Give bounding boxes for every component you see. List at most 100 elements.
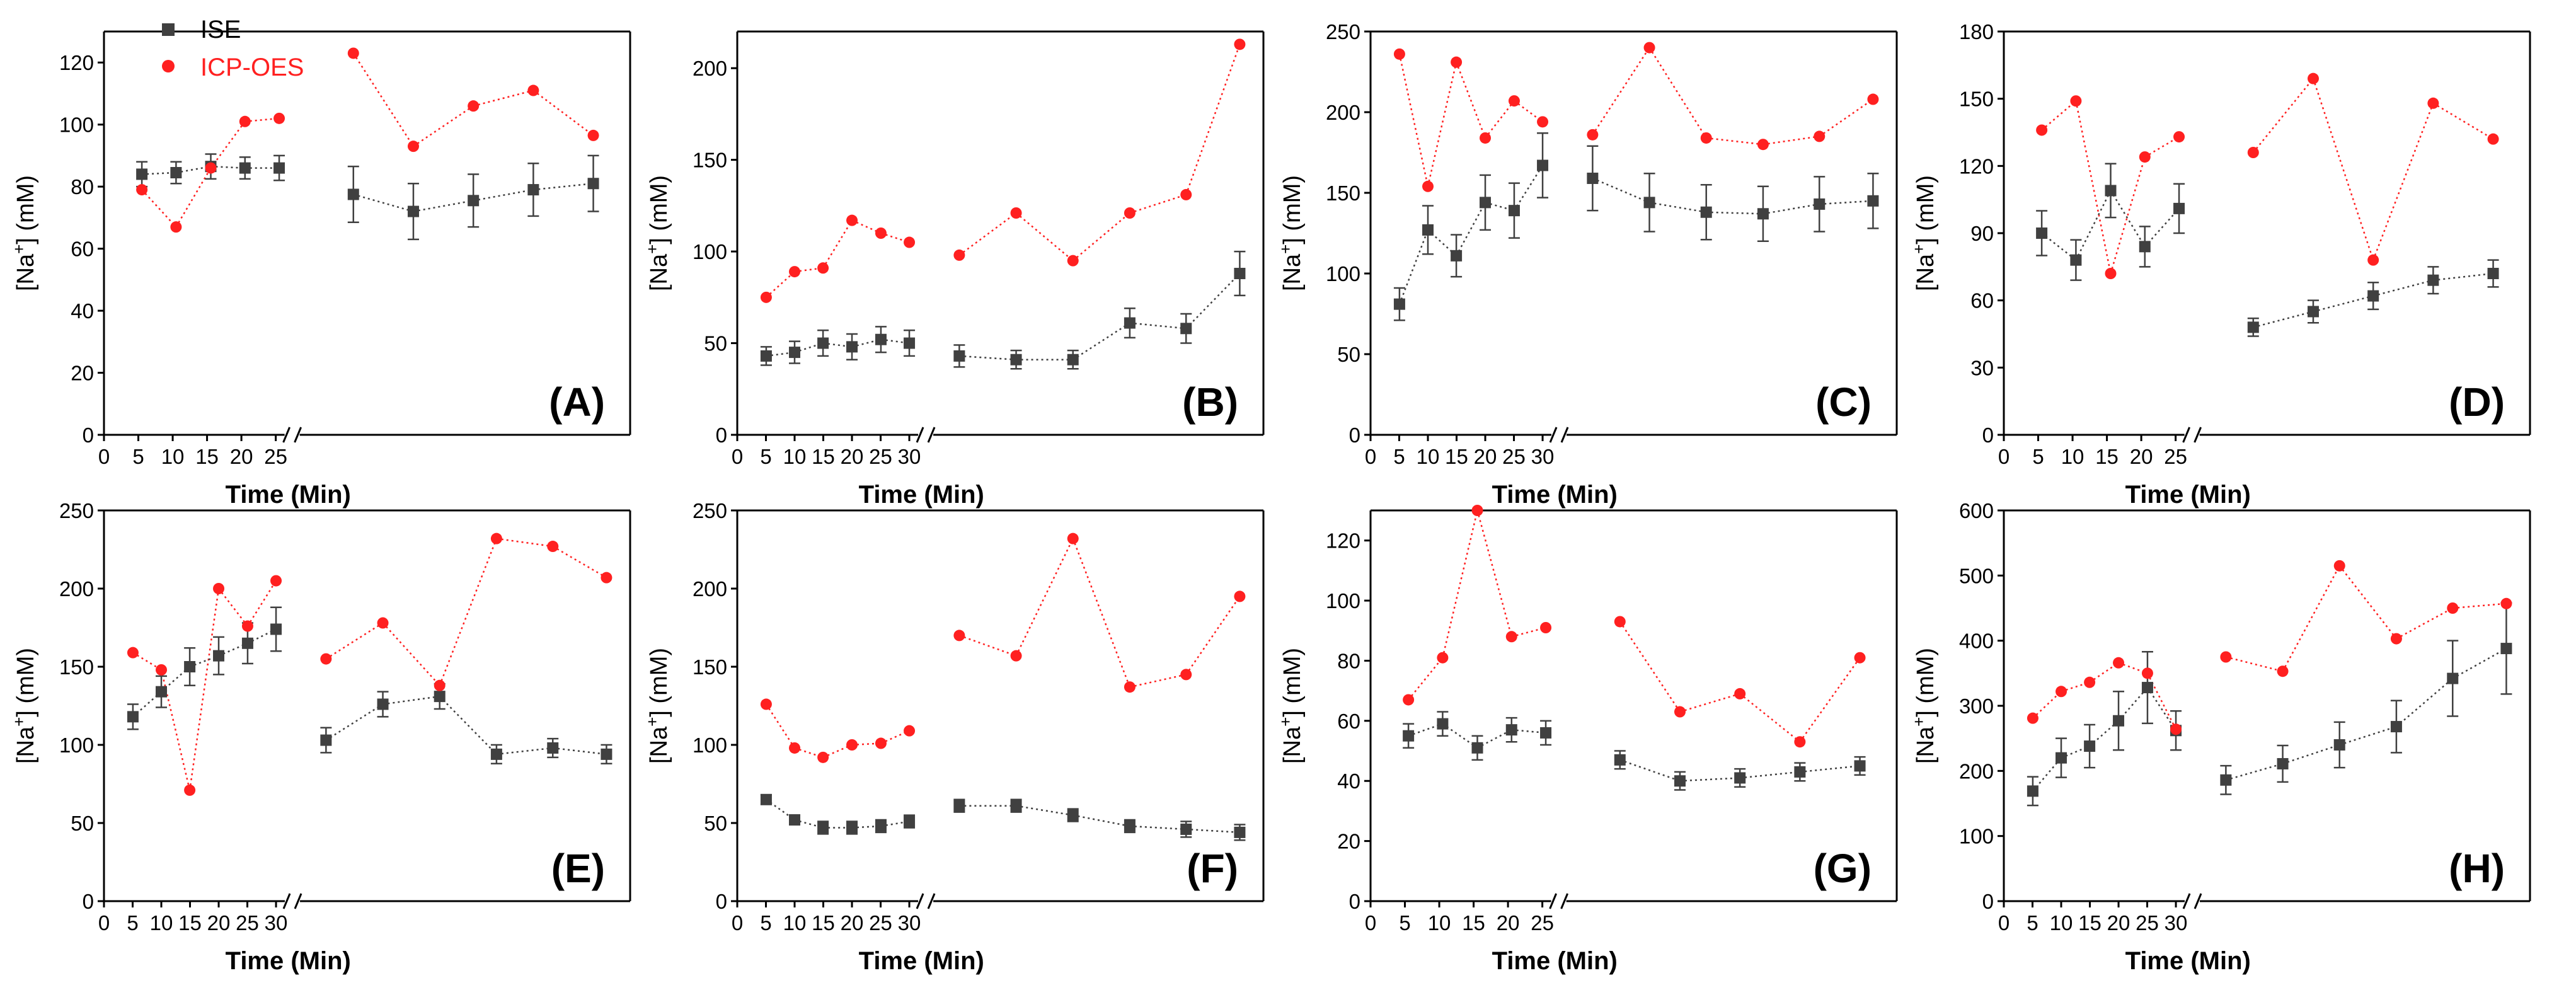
icp-data-point xyxy=(904,236,916,248)
x-axis-title: Time (Min) xyxy=(226,947,351,975)
icp-data-point xyxy=(1124,681,1136,693)
icp-series-line xyxy=(2396,607,2453,640)
x-tick-label: 25 xyxy=(869,911,892,935)
ise-data-point xyxy=(1674,775,1686,787)
y-tick-label: 100 xyxy=(693,734,727,757)
y-tick-label: 100 xyxy=(1326,262,1360,285)
x-tick-label: 5 xyxy=(2027,911,2038,935)
icp-series-line xyxy=(496,538,553,548)
ise-series-line xyxy=(439,696,497,755)
icp-data-point xyxy=(1403,694,1415,706)
panel-label: (C) xyxy=(1815,379,1872,425)
y-tick-label: 300 xyxy=(1959,694,1994,718)
icp-series-line xyxy=(1762,135,1820,146)
icp-data-point xyxy=(1537,116,1549,128)
icp-data-point xyxy=(273,112,285,124)
y-tick-label: 600 xyxy=(1959,499,1994,522)
legend-icp-swatch xyxy=(162,60,175,72)
icp-data-point xyxy=(2036,124,2048,136)
panel-label: (F) xyxy=(1187,846,1238,891)
icp-data-point xyxy=(205,162,217,174)
x-tick-label: 10 xyxy=(1417,445,1440,468)
ise-data-point xyxy=(587,178,599,190)
icp-data-point xyxy=(2277,665,2289,677)
ise-series-line xyxy=(1740,771,1800,779)
icp-data-point xyxy=(2333,560,2345,572)
y-tick-label: 120 xyxy=(59,51,94,74)
x-tick-label: 15 xyxy=(2095,445,2119,468)
icp-series-line xyxy=(439,538,498,686)
ise-series-line xyxy=(1072,814,1130,827)
x-tick-label: 25 xyxy=(1502,445,1526,468)
x-tick-label: 10 xyxy=(783,911,807,935)
y-axis-title-part: [Na xyxy=(646,253,672,291)
y-tick-label: 120 xyxy=(1326,529,1360,553)
icp-series-line xyxy=(2312,78,2374,261)
ise-series-line xyxy=(1476,729,1512,749)
x-tick-label: 25 xyxy=(236,911,259,935)
y-axis-title-part: ] (mM) xyxy=(1279,175,1306,245)
icp-series-line xyxy=(352,52,415,147)
icp-data-point xyxy=(241,620,253,632)
icp-data-point xyxy=(1540,622,1552,633)
ise-data-point xyxy=(2139,241,2151,253)
icp-series-line xyxy=(175,167,212,227)
icp-data-point xyxy=(184,784,196,796)
ise-data-point xyxy=(601,748,612,760)
icp-data-point xyxy=(1180,669,1192,681)
panel-label: (D) xyxy=(2449,379,2505,425)
axis-break-mark xyxy=(2182,427,2191,443)
ise-data-point xyxy=(434,691,446,703)
ise-data-point xyxy=(1067,809,1079,821)
axis-break-mark xyxy=(282,427,291,443)
ise-data-point xyxy=(170,167,182,178)
ise-data-point xyxy=(2173,202,2185,214)
x-tick-label: 25 xyxy=(2136,911,2159,935)
icp-data-point xyxy=(213,583,225,594)
ise-series-line xyxy=(1819,200,1873,205)
icp-series-line xyxy=(1799,657,1861,742)
y-axis-title-superscript: + xyxy=(643,717,662,727)
icp-data-point xyxy=(1674,706,1686,718)
x-tick-label: 30 xyxy=(898,911,921,935)
icp-series-line xyxy=(2372,103,2434,261)
icp-data-point xyxy=(1451,56,1463,68)
ise-series-line xyxy=(1129,322,1187,330)
icp-data-point xyxy=(1010,207,1022,219)
ise-data-point xyxy=(1234,268,1246,279)
icp-data-point xyxy=(547,541,559,553)
x-tick-label: 0 xyxy=(98,911,110,935)
x-tick-label: 15 xyxy=(195,445,219,468)
x-tick-label: 5 xyxy=(1399,911,1410,935)
icp-data-point xyxy=(2487,133,2499,145)
ise-data-point xyxy=(846,341,858,353)
x-tick-label: 20 xyxy=(1474,445,1497,468)
ise-series-line xyxy=(2396,677,2454,728)
icp-data-point xyxy=(2113,657,2125,669)
ise-series-line xyxy=(413,200,474,212)
icp-data-point xyxy=(2500,597,2512,609)
x-tick-label: 5 xyxy=(127,911,138,935)
x-axis-title: Time (Min) xyxy=(2125,947,2251,975)
ise-data-point xyxy=(1451,250,1463,262)
legend-icp-label: ICP-OES xyxy=(200,54,304,81)
x-tick-label: 0 xyxy=(1998,445,2010,468)
y-tick-label: 40 xyxy=(71,299,94,323)
icp-series-line xyxy=(1185,43,1241,195)
ise-data-point xyxy=(875,333,887,345)
y-tick-label: 200 xyxy=(693,57,727,80)
icp-data-point xyxy=(347,47,359,59)
ise-series-line xyxy=(2339,725,2397,746)
icp-series-line xyxy=(2432,102,2494,140)
icp-data-point xyxy=(1480,132,1492,144)
icp-series-line xyxy=(413,105,474,147)
ise-data-point xyxy=(1700,206,1712,218)
y-tick-label: 60 xyxy=(71,238,94,261)
y-axis-title: [Na+] (mM) xyxy=(9,648,39,764)
ise-data-point xyxy=(760,350,772,362)
x-tick-label: 5 xyxy=(2032,445,2044,468)
ise-series-line xyxy=(1592,177,1650,204)
icp-series-line xyxy=(2282,565,2340,672)
